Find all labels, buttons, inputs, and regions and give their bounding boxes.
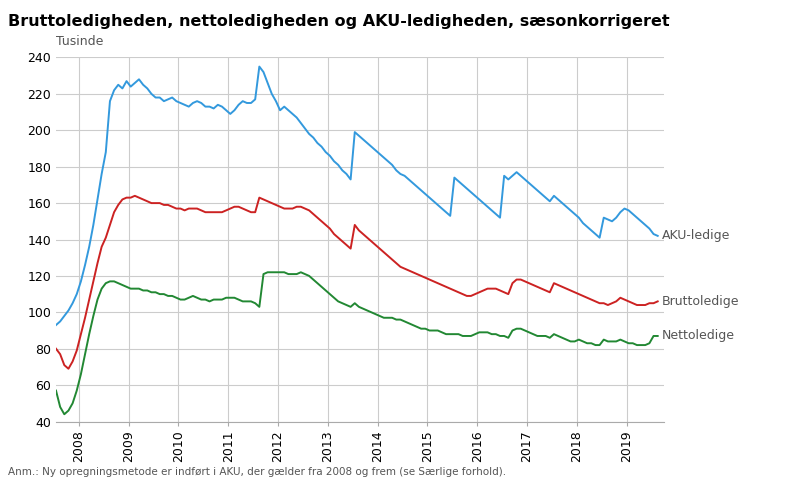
Text: Nettoledige: Nettoledige [662, 330, 734, 342]
Text: Bruttoledige: Bruttoledige [662, 295, 739, 308]
Text: Tusinde: Tusinde [56, 35, 103, 48]
Text: AKU-ledige: AKU-ledige [662, 229, 730, 242]
Text: Anm.: Ny opregningsmetode er indført i AKU, der gælder fra 2008 og frem (se Særl: Anm.: Ny opregningsmetode er indført i A… [8, 467, 506, 477]
Text: Bruttoledigheden, nettoledigheden og AKU-ledigheden, sæsonkorrigeret: Bruttoledigheden, nettoledigheden og AKU… [8, 14, 670, 29]
